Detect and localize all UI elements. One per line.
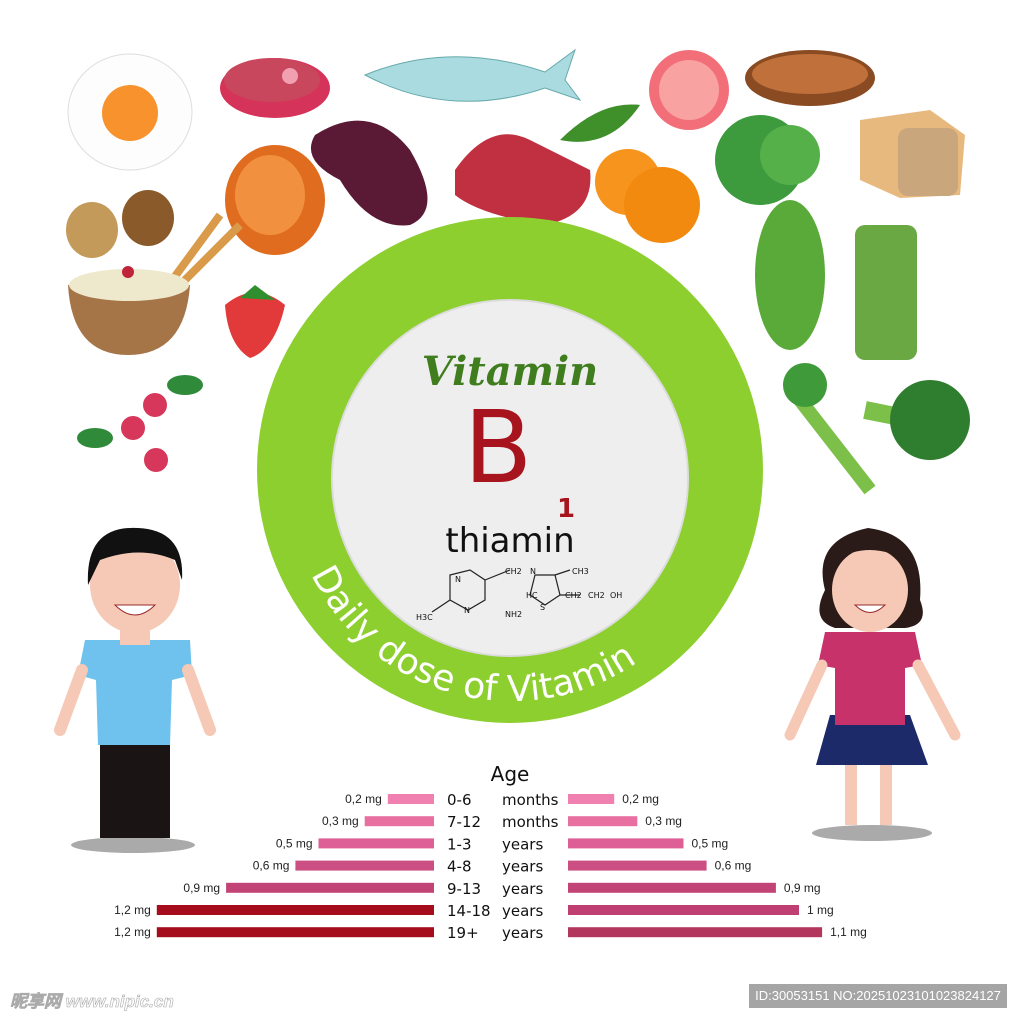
vitamin-letter: B	[464, 389, 533, 506]
bar-right-value: 1,1 mg	[830, 925, 867, 939]
molecule-label: HC	[526, 591, 538, 600]
chicken-icon	[225, 145, 325, 255]
bar-left-value: 0,9 mg	[183, 881, 220, 895]
girl-illustration	[784, 528, 961, 841]
bar-right-value: 0,3 mg	[645, 814, 682, 828]
age-unit-label: years	[502, 858, 543, 876]
molecule-label: CH3	[572, 567, 589, 576]
rosehip-icon	[77, 375, 203, 472]
walnut-icon	[66, 190, 174, 258]
bar-left-value: 1,2 mg	[114, 903, 151, 917]
bar-right-value: 0,6 mg	[715, 859, 752, 873]
peas-icon	[560, 104, 640, 142]
bar-right-value: 0,9 mg	[784, 881, 821, 895]
bar-left	[295, 860, 434, 871]
molecule-label: N	[455, 575, 461, 584]
chart-title: Age	[491, 762, 530, 786]
fish-icon	[363, 48, 582, 102]
age-unit-label: years	[502, 880, 543, 898]
bar-right	[568, 882, 776, 893]
vitamin-subscript: 1	[557, 494, 575, 524]
fried-egg-icon	[67, 53, 193, 171]
bar-left	[156, 905, 435, 915]
salmon-steak-icon	[649, 50, 729, 130]
bar-left	[226, 882, 434, 893]
vitamin-label: Vitamin	[422, 348, 599, 395]
age-range-label: 14-18	[447, 902, 491, 920]
bread-loaf-icon	[745, 50, 875, 106]
asparagus-icon	[855, 225, 917, 360]
broccoli-icon	[863, 380, 970, 460]
brussels-sprouts-icon	[755, 200, 825, 350]
age-range-label: 0-6	[447, 791, 472, 809]
inner-circle	[331, 299, 689, 657]
bar-left	[156, 927, 435, 938]
age-unit-label: months	[502, 791, 559, 809]
bread-slice-icon	[860, 110, 965, 198]
age-unit-label: months	[502, 813, 559, 831]
age-range-label: 19+	[447, 924, 479, 942]
bar-right	[568, 927, 823, 938]
boy-illustration	[54, 527, 216, 853]
bar-right	[568, 816, 638, 827]
age-range-label: 4-8	[447, 858, 472, 876]
celery-icon	[783, 363, 876, 495]
bar-right-value: 0,2 mg	[622, 792, 659, 806]
orange-icon	[595, 149, 700, 243]
lamb-chops-icon	[455, 134, 591, 225]
food-illustrations	[66, 48, 970, 495]
bar-left	[318, 838, 434, 849]
age-range-label: 1-3	[447, 835, 472, 853]
bar-right	[568, 860, 707, 871]
molecule-label: NH2	[505, 610, 522, 619]
steak-icon	[220, 58, 330, 118]
bar-right-value: 1 mg	[807, 903, 834, 917]
molecule-label: S	[540, 603, 545, 612]
porridge-bowl-icon	[68, 266, 190, 355]
watermark-left: 昵享网 www.nipic.cn	[10, 992, 174, 1012]
bar-left-value: 0,5 mg	[276, 836, 313, 850]
molecule-label: N	[530, 567, 536, 576]
bar-right-value: 0,5 mg	[692, 836, 729, 850]
lettuce-icon	[715, 115, 820, 205]
age-range-label: 7-12	[447, 813, 481, 831]
watermark-right: ID:30053151 NO:20251023101023824127	[749, 984, 1007, 1008]
bar-left	[387, 794, 434, 804]
bar-left-value: 0,3 mg	[322, 814, 359, 828]
age-unit-label: years	[502, 902, 543, 920]
bar-left	[364, 816, 434, 827]
molecule-label: CH2	[588, 591, 605, 600]
vitamin-name: thiamin	[445, 521, 574, 561]
liver-icon	[310, 120, 428, 226]
age-unit-label: years	[502, 924, 543, 942]
molecule-label: OH	[610, 591, 622, 600]
daily-dose-chart: Age 0-6 months 0,2 mg 0,2 mg 7-12 months 0,3 m…	[114, 762, 867, 942]
molecule-label: CH2	[565, 591, 582, 600]
age-range-label: 9-13	[447, 880, 481, 898]
bar-right	[568, 838, 684, 849]
bar-left-value: 1,2 mg	[114, 925, 151, 939]
molecule-label: CH2	[505, 567, 522, 576]
thiamin-structure	[431, 569, 580, 613]
bar-left-value: 0,2 mg	[345, 792, 382, 806]
molecule-label: H3C	[416, 613, 433, 622]
bar-right	[568, 905, 799, 915]
strawberry-icon	[225, 285, 285, 358]
bar-right	[568, 794, 615, 804]
bar-left-value: 0,6 mg	[253, 859, 290, 873]
molecule-label: N	[464, 606, 470, 615]
age-unit-label: years	[502, 835, 543, 853]
vitamin-badge: Vitamin B 1 thiamin N N NH2 CH2 N CH3 HC…	[257, 217, 763, 723]
